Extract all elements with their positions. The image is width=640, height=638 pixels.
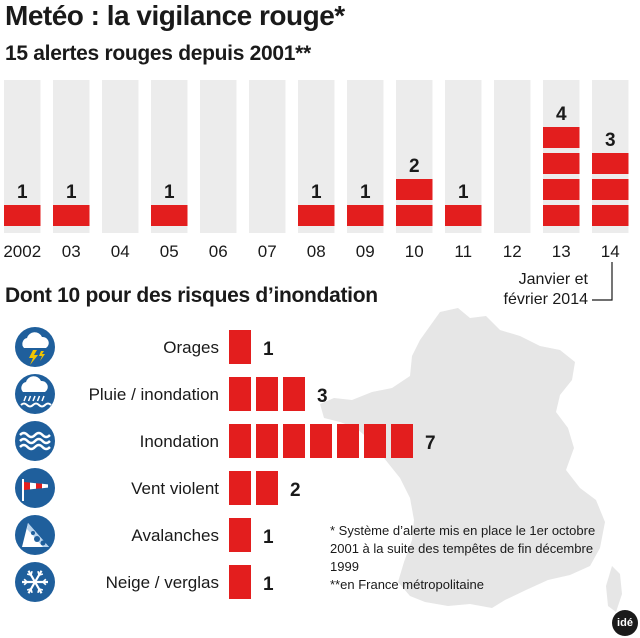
year-alert-bar: [543, 205, 580, 226]
risk-value-label: 1: [263, 574, 274, 595]
year-alert-bar: [53, 205, 90, 226]
risk-alert-bar: [229, 471, 251, 505]
year-alert-bar: [151, 205, 188, 226]
year-alert-bar: [445, 205, 482, 226]
year-alert-bar: [347, 205, 384, 226]
avalanche-icon: [15, 515, 55, 555]
annotation-line-1: Janvier et: [518, 271, 588, 288]
risk-category-label: Pluie / inondation: [89, 385, 219, 404]
year-tick-label: 07: [258, 242, 277, 261]
risk-category-label: Vent violent: [131, 479, 219, 498]
year-alert-bar: [543, 179, 580, 200]
france-map-shape: [320, 308, 605, 608]
year-tick-label: 09: [356, 242, 375, 261]
year-alert-bar: [298, 205, 335, 226]
risk-alert-bar: [337, 424, 359, 458]
year-value-label: 1: [360, 182, 371, 203]
risk-alert-bar: [364, 424, 386, 458]
risk-value-label: 7: [425, 433, 436, 454]
year-tick-label: 04: [111, 242, 130, 261]
year-tick-label: 2002: [3, 242, 41, 261]
ide-logo: idé: [612, 610, 638, 636]
year-tick-label: 14: [601, 242, 620, 261]
year-tick-label: 11: [454, 242, 472, 261]
footnote-line-4: **en France métropolitaine: [330, 577, 484, 592]
snowflake-icon: [15, 562, 55, 602]
footnotes: * Système d’alerte mis en place le 1er o…: [330, 522, 635, 594]
risk-alert-bar: [256, 377, 278, 411]
annotation: Janvier et février 2014: [488, 270, 589, 310]
year-value-label: 1: [311, 182, 322, 203]
year-tick-label: 13: [552, 242, 571, 261]
year-column-bg: [102, 80, 139, 233]
year-value-label: 3: [605, 130, 616, 151]
year-tick-label: 05: [160, 242, 179, 261]
year-value-label: 4: [556, 104, 567, 125]
year-value-label: 1: [458, 182, 469, 203]
risk-alert-bar: [229, 424, 251, 458]
risk-alert-bar: [283, 377, 305, 411]
risk-alert-bar: [256, 424, 278, 458]
footnote-line-2: 2001 à la suite des tempêtes de fin déce…: [330, 541, 594, 556]
risk-value-label: 1: [263, 527, 274, 548]
risk-category-label: Avalanches: [131, 526, 219, 545]
risk-category-label: Inondation: [140, 432, 219, 451]
annotation-line-2: février 2014: [503, 291, 589, 308]
risk-value-label: 1: [263, 339, 274, 360]
year-alert-bar: [396, 179, 433, 200]
section-subtitle: Dont 10 pour des risques d’inondation: [5, 284, 378, 307]
risk-alert-bar: [283, 424, 305, 458]
risk-alert-bar: [229, 565, 251, 599]
year-tick-label: 08: [307, 242, 326, 261]
year-column-bg: [494, 80, 531, 233]
risk-category-label: Orages: [163, 338, 219, 357]
year-value-label: 1: [17, 182, 28, 203]
year-column-bg: [249, 80, 286, 233]
rain-flood-icon: [15, 374, 55, 414]
corsica-shape: [606, 566, 622, 612]
chart-subtitle: 15 alertes rouges depuis 2001**: [5, 42, 311, 65]
year-alert-bar: [543, 153, 580, 174]
risk-alert-bar: [391, 424, 413, 458]
storm-icon: [15, 327, 55, 367]
risk-alert-bar: [229, 330, 251, 364]
year-value-label: 1: [66, 182, 77, 203]
year-alert-bar: [592, 153, 629, 174]
year-alert-bar: [4, 205, 41, 226]
year-column-bg: [200, 80, 237, 233]
risk-alert-bar: [310, 424, 332, 458]
year-alert-bar: [592, 205, 629, 226]
year-value-label: 2: [409, 156, 420, 177]
year-alert-bar: [592, 179, 629, 200]
risk-value-label: 2: [290, 480, 301, 501]
year-tick-label: 06: [209, 242, 228, 261]
year-tick-label: 12: [503, 242, 522, 261]
year-tick-label: 03: [62, 242, 81, 261]
year-value-label: 1: [164, 182, 175, 203]
risk-category-label: Neige / verglas: [106, 573, 219, 592]
risk-alert-bar: [229, 518, 251, 552]
footnote-line-3: 1999: [330, 559, 359, 574]
year-alert-bar: [543, 127, 580, 148]
risk-value-label: 3: [317, 386, 328, 407]
page-title: Metéo : la vigilance rouge*: [5, 0, 345, 31]
risk-alert-bar: [256, 471, 278, 505]
risk-alert-bar: [229, 377, 251, 411]
flood-waves-icon: [15, 421, 55, 461]
year-tick-label: 10: [405, 242, 424, 261]
windsock-icon: [15, 468, 55, 508]
year-alert-bar: [396, 205, 433, 226]
footnote-line-1: * Système d’alerte mis en place le 1er o…: [330, 523, 596, 538]
